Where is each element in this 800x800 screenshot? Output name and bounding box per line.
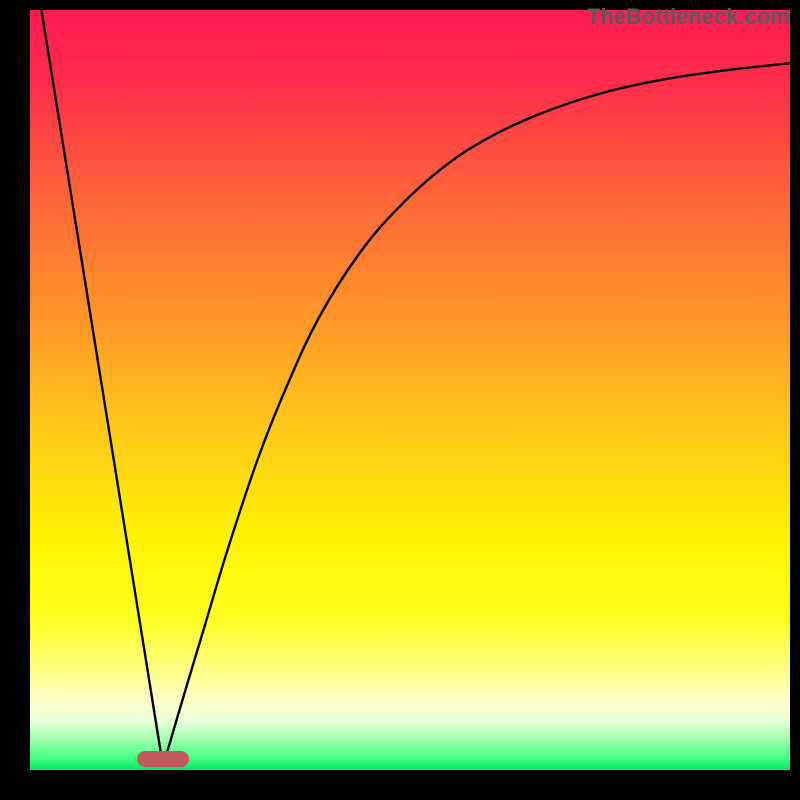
bottleneck-chart: TheBottleneck.com <box>0 0 800 800</box>
watermark-text: TheBottleneck.com <box>587 4 790 30</box>
chart-svg <box>0 0 800 800</box>
plot-background <box>30 10 790 770</box>
valley-marker <box>137 751 189 767</box>
